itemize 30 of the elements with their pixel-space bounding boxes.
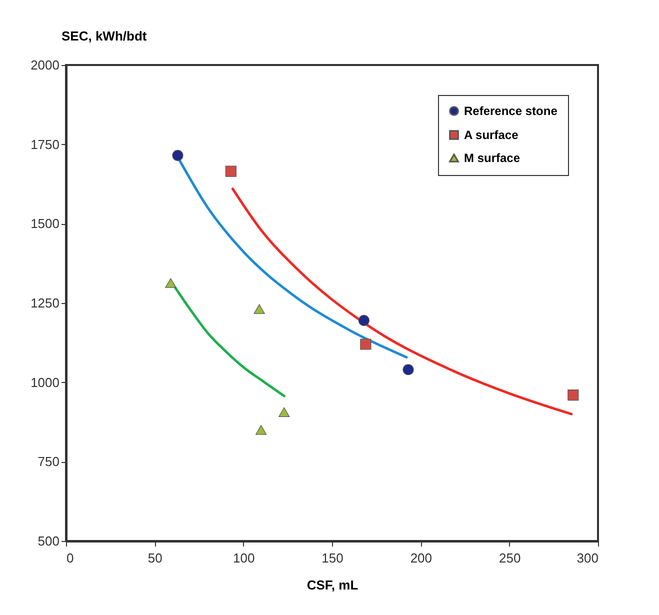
y-tick-label: 1500 — [30, 216, 60, 232]
y-tick-label: 750 — [38, 454, 60, 470]
point — [358, 314, 370, 326]
y-tick-label: 1750 — [30, 136, 60, 152]
x-tick-label: 200 — [410, 550, 432, 566]
legend-label: A surface — [464, 128, 519, 142]
y-tick-label: 500 — [38, 534, 60, 548]
y-tick-label: 1000 — [30, 374, 60, 390]
y-axis-title: SEC, kWh/bdt — [62, 28, 148, 44]
legend-label: M surface — [464, 151, 520, 165]
point — [172, 150, 184, 161]
line-series — [231, 188, 573, 416]
x-axis-title: CSF, mL — [306, 578, 358, 592]
y-tick-label: 1250 — [30, 296, 60, 310]
x-tick-label: 250 — [498, 550, 521, 566]
x-tick-label: 100 — [232, 550, 255, 566]
x-tick-label: 300 — [576, 550, 598, 566]
point — [254, 304, 265, 314]
point — [360, 338, 372, 350]
y-tick-label: 2000 — [30, 58, 60, 72]
legend-label: Reference stone — [464, 104, 558, 118]
x-tick-label: 50 — [148, 550, 162, 566]
point — [165, 278, 176, 288]
point — [225, 166, 236, 177]
point — [402, 364, 414, 376]
point — [568, 389, 579, 401]
point — [278, 407, 290, 418]
point — [256, 425, 267, 435]
x-tick-label: 150 — [322, 550, 344, 566]
x-tick-label: 0 — [66, 550, 74, 566]
